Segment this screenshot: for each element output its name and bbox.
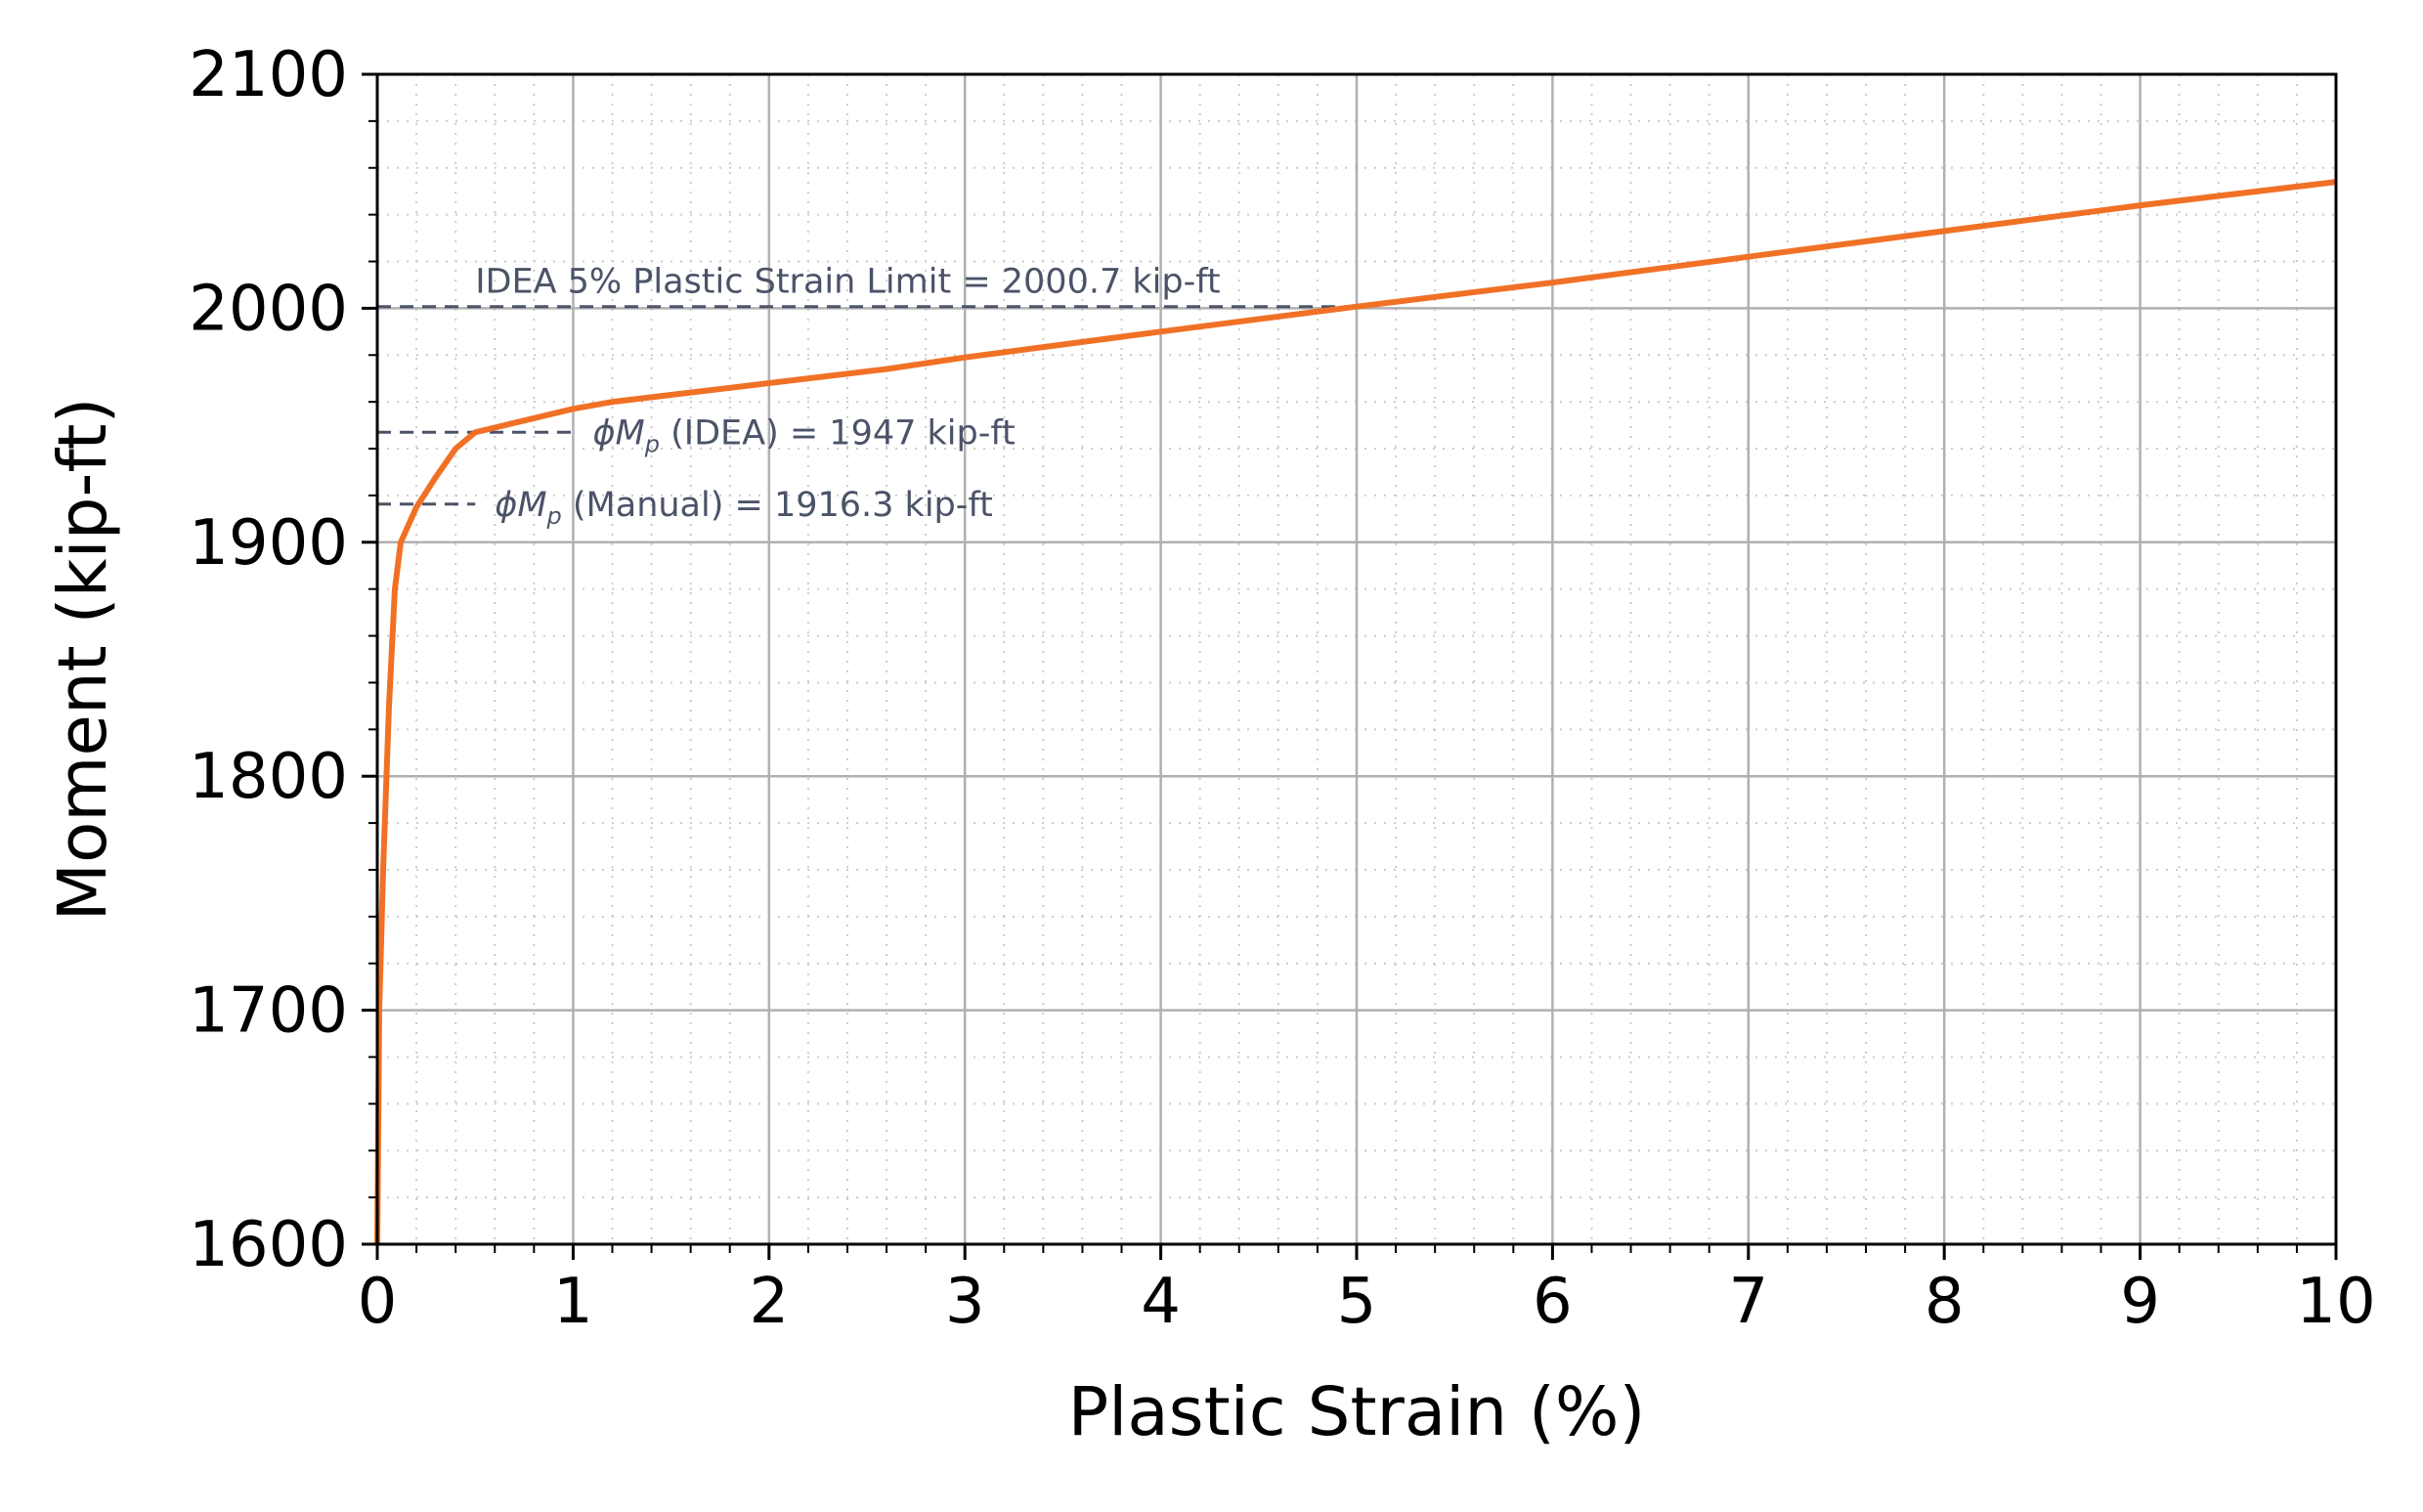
major-grid <box>375 72 2338 1246</box>
tick-labels: 0 1 2 3 4 5 6 7 8 9 10 1600 1700 1800 1900 2000 2100 <box>189 39 2376 1338</box>
x-tick-label: 1 <box>553 1266 593 1338</box>
reference-label: ϕMp (IDEA) = 1947 kip-ft <box>592 413 1015 457</box>
x-tick-label: 2 <box>749 1266 789 1338</box>
reference-annotations: IDEA 5% Plastic Strain Limit = 2000.7 ki… <box>475 263 1220 530</box>
x-tick-label: 5 <box>1337 1266 1377 1338</box>
reference-lines <box>377 305 1357 506</box>
y-axis-label: Moment (kip-ft) <box>44 398 122 922</box>
x-tick-label: 4 <box>1141 1266 1181 1338</box>
axis-ticks <box>362 72 2338 1260</box>
y-tick-label: 1700 <box>189 975 348 1048</box>
y-tick-label: 2000 <box>189 273 348 345</box>
moment-curve <box>374 179 2337 1245</box>
y-tick-label: 2100 <box>189 39 348 111</box>
x-tick-label: 3 <box>945 1266 985 1338</box>
y-tick-label: 1800 <box>189 741 348 813</box>
reference-label: ϕMp (Manual) = 1916.3 kip-ft <box>495 486 993 530</box>
x-tick-label: 9 <box>2120 1266 2160 1338</box>
x-tick-label: 7 <box>1728 1266 1768 1338</box>
x-tick-label: 6 <box>1533 1266 1573 1338</box>
x-tick-label: 8 <box>1925 1266 1965 1338</box>
x-axis-label: Plastic Strain (%) <box>1068 1373 1646 1451</box>
y-tick-label: 1600 <box>189 1209 348 1281</box>
x-tick-label: 0 <box>358 1266 398 1338</box>
y-tick-label: 1900 <box>189 507 348 580</box>
reference-label: IDEA 5% Plastic Strain Limit = 2000.7 ki… <box>475 263 1220 302</box>
x-tick-label: 10 <box>2296 1266 2375 1338</box>
